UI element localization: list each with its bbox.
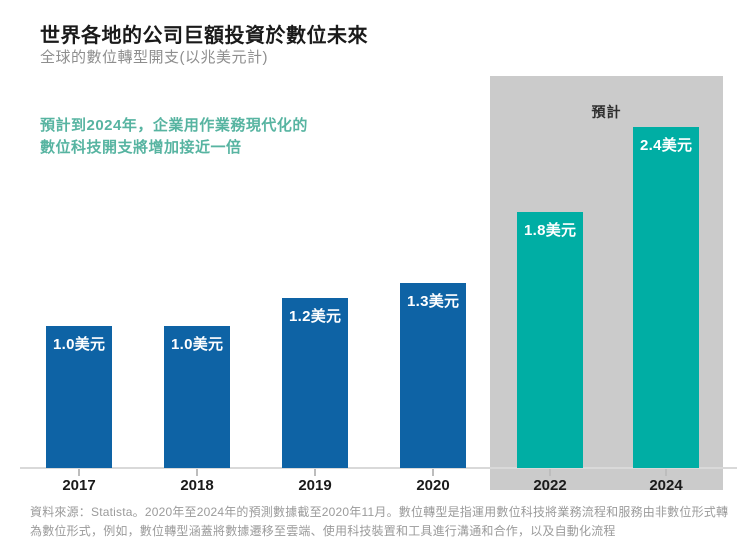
bar-value-label: 2.4美元 [640, 137, 693, 154]
source-note: 資料來源：Statista。2020年至2024年的預測數據截至2020年11月… [30, 505, 729, 538]
x-axis-label-2022: 2022 [533, 477, 567, 494]
bar-value-label: 1.0美元 [171, 336, 224, 353]
forecast-panel-label: 預計 [591, 104, 622, 120]
annotation-line-2: 數位科技開支將增加接近一倍 [40, 139, 242, 156]
x-axis-label-2020: 2020 [416, 477, 450, 494]
page-title: 世界各地的公司巨額投資於數位未來 [40, 25, 368, 47]
bar-value-label: 1.8美元 [524, 222, 577, 239]
bar-value-label: 1.0美元 [53, 336, 106, 353]
bar-2017: 1.0美元 [46, 326, 112, 468]
page-subtitle: 全球的數位轉型開支(以兆美元計) [40, 49, 268, 66]
x-axis-label-2019: 2019 [298, 477, 332, 494]
x-axis-label-2018: 2018 [180, 477, 214, 494]
x-axis-label-2024: 2024 [649, 477, 683, 494]
x-axis-tick [549, 469, 551, 476]
x-axis-tick [314, 469, 316, 476]
bar-value-label: 1.2美元 [289, 308, 342, 325]
bar-2022: 1.8美元 [517, 212, 583, 468]
x-axis-label-2017: 2017 [62, 477, 96, 494]
bar-2024: 2.4美元 [633, 127, 699, 468]
x-axis-line [20, 467, 737, 469]
bar-2020: 1.3美元 [400, 283, 466, 468]
annotation-callout: 預計到2024年，企業用作業務現代化的 數位科技開支將增加接近一倍 [40, 115, 308, 159]
bar-2018: 1.0美元 [164, 326, 230, 468]
x-axis-tick [665, 469, 667, 476]
bar-2019: 1.2美元 [282, 298, 348, 468]
x-axis-tick [78, 469, 80, 476]
x-axis-tick [432, 469, 434, 476]
x-axis-tick [196, 469, 198, 476]
annotation-line-1: 預計到2024年，企業用作業務現代化的 [40, 117, 308, 134]
bar-value-label: 1.3美元 [407, 293, 460, 310]
